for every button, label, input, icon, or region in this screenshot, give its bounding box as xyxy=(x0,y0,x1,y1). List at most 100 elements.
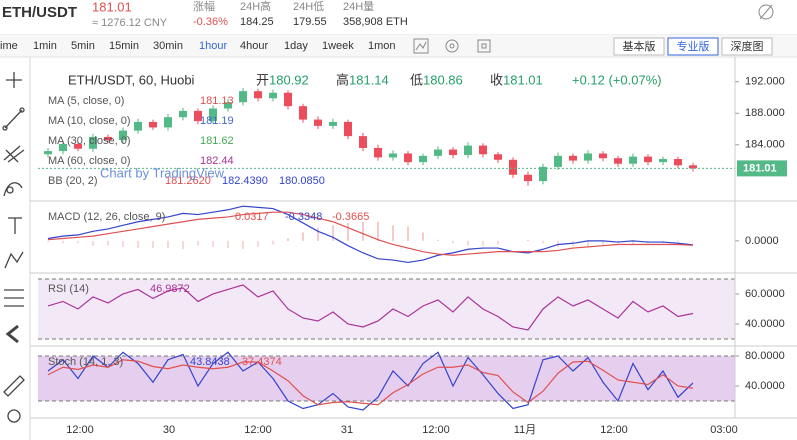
candle-body xyxy=(359,136,367,148)
sidebar xyxy=(2,57,31,440)
y-tick-label: 192.000 xyxy=(745,76,785,88)
indicator-line xyxy=(47,205,694,264)
interval-button[interactable]: 1week xyxy=(322,40,354,52)
cny-price: ≈ 1276.12 CNY xyxy=(92,17,168,29)
stat-label: 24H低 xyxy=(293,0,324,13)
panel-title: Stoch (14, 1, 3) xyxy=(48,356,123,368)
stat-value: 358,908 ETH xyxy=(343,16,408,28)
y-tick-label: 80.0000 xyxy=(745,350,785,362)
indicator-line xyxy=(47,211,694,256)
candle-body xyxy=(89,136,97,149)
candle-body xyxy=(269,92,277,99)
toolbar-bg xyxy=(0,35,797,57)
candle-body xyxy=(464,145,472,156)
symbol: ETH/USDT xyxy=(2,4,77,21)
candle-body xyxy=(254,91,262,99)
candle-body xyxy=(614,158,622,164)
version-label: 深度图 xyxy=(731,39,764,53)
candle-body xyxy=(389,153,397,158)
toolbar: ime 1min 5min 15min 30min 1hour 4hour 1day 1week… xyxy=(0,37,773,56)
indicator-name: MA (60, close, 0) xyxy=(48,155,131,167)
candle-body xyxy=(284,92,292,107)
interval-button[interactable]: 5min xyxy=(71,40,95,52)
interval-button[interactable]: ime xyxy=(0,40,18,52)
candle-body xyxy=(644,156,652,163)
ohlc-label: 开 xyxy=(256,72,269,87)
panel-title: RSI (14) xyxy=(48,283,89,295)
candle-body xyxy=(149,121,157,128)
y-tick-label: 0.0000 xyxy=(745,235,779,247)
price: 181.01 xyxy=(92,0,132,14)
indicator-name: MA (5, close, 0) xyxy=(48,95,124,107)
stat-value: 184.25 xyxy=(240,16,274,28)
y-tick-label: 60.0000 xyxy=(745,288,785,300)
interval-button[interactable]: 15min xyxy=(109,40,139,52)
candle-body xyxy=(44,151,52,155)
candle-body xyxy=(419,155,427,163)
indicator-name: BB (20, 2) xyxy=(48,175,98,187)
version-button[interactable] xyxy=(667,37,719,56)
y-tick-label: 184.000 xyxy=(745,139,785,151)
candle-body xyxy=(509,159,517,175)
candle-body xyxy=(674,158,682,166)
candle-body xyxy=(179,110,187,118)
indicator-line xyxy=(47,359,694,406)
indicator-value: 180.0850 xyxy=(279,175,325,187)
indicator-value: 181.13 xyxy=(200,95,234,107)
candle-body xyxy=(659,158,667,163)
version-button[interactable] xyxy=(721,37,773,56)
panel-reading: 37.4374 xyxy=(242,356,282,368)
version-button[interactable] xyxy=(613,37,665,56)
candle-body xyxy=(569,155,577,161)
ohlc-value: 180.92 xyxy=(269,72,309,87)
indicator-value: 181.2620 xyxy=(165,175,211,187)
y-tick-label: 40.0000 xyxy=(745,380,785,392)
candle-body xyxy=(374,147,382,158)
stat-label: 24H高 xyxy=(240,0,271,13)
candle-body xyxy=(299,106,307,120)
indicator-value: 181.19 xyxy=(200,115,234,127)
candle-body xyxy=(584,153,592,161)
interval-button[interactable]: 1hour xyxy=(199,40,227,52)
stat-value: 179.55 xyxy=(293,16,327,28)
legends: ETH/USDT, 60, Huobi 开 180.92 高 181.14 低 180.86… xyxy=(48,72,662,367)
candle-body xyxy=(239,91,247,103)
x-tick-label: 12:00 xyxy=(244,424,272,436)
ohlc-label: 低 xyxy=(410,72,423,87)
last-price-tag xyxy=(737,160,787,177)
x-tick-label: 11月 xyxy=(514,424,536,436)
stat-value: -0.36% xyxy=(193,16,228,28)
candle-body xyxy=(224,102,232,109)
ohlc-value: 181.14 xyxy=(349,72,389,87)
interval-button[interactable]: 1mon xyxy=(368,40,396,52)
x-tick-label: 31 xyxy=(341,424,353,436)
candle-body xyxy=(74,144,82,149)
x-tick-label: 12:00 xyxy=(422,424,450,436)
interval-button[interactable]: 1min xyxy=(33,40,57,52)
plots: 192.000 188.000 184.000 181.01 0.0000 60.0000… xyxy=(30,76,797,436)
indicator-value: 181.62 xyxy=(200,135,234,147)
candle-body xyxy=(599,153,607,159)
candle-body xyxy=(554,155,562,167)
stat-label: 24H量 xyxy=(343,0,374,13)
candle-body xyxy=(329,121,337,126)
candle-body xyxy=(449,149,457,156)
candle-body xyxy=(209,108,217,122)
candle-body xyxy=(164,117,172,128)
candle-body xyxy=(344,121,352,137)
ohlc-label: 收 xyxy=(490,72,503,87)
x-tick-label: 03:00 xyxy=(710,424,738,436)
candle-body xyxy=(629,156,637,164)
interval-button[interactable]: 30min xyxy=(153,40,183,52)
interval-button[interactable]: 1day xyxy=(284,40,308,52)
candle-body xyxy=(494,154,502,160)
change: +0.12 (+0.07%) xyxy=(572,72,662,87)
interval-button[interactable]: 4hour xyxy=(240,40,268,52)
toolbar-icons xyxy=(413,4,774,54)
candle-body xyxy=(194,110,202,122)
candle-body xyxy=(689,165,697,169)
candle-body xyxy=(404,153,412,163)
version-label: 基本版 xyxy=(623,39,656,53)
last-price-label: 181.01 xyxy=(743,162,777,174)
